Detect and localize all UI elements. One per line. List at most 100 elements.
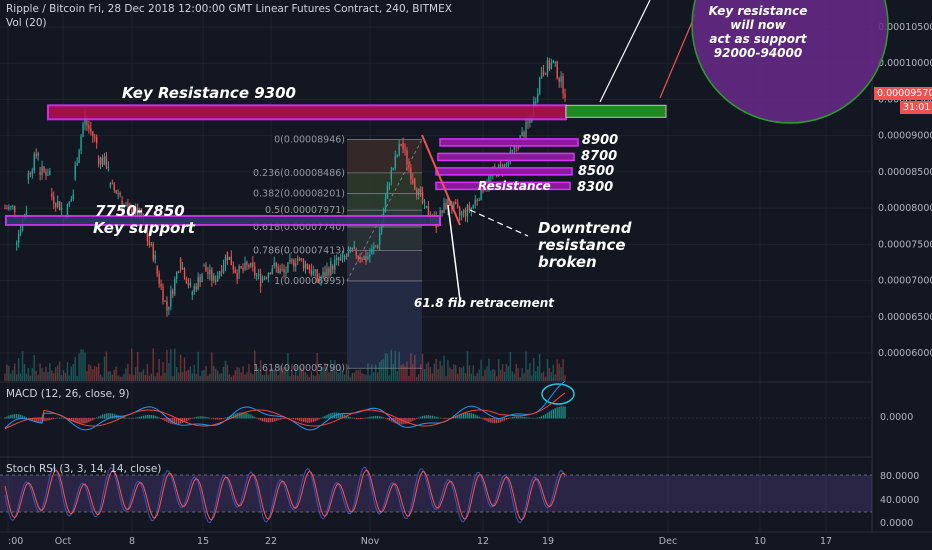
volume-bar [503, 371, 506, 381]
volume-bar [123, 373, 125, 381]
candle-body [304, 264, 307, 269]
volume-bar [101, 376, 104, 381]
volume-bar [60, 374, 63, 381]
volume-bar [109, 371, 112, 381]
volume-bar [199, 376, 201, 381]
volume-bar [49, 363, 51, 381]
volume-bar [318, 374, 320, 381]
time-tick-label: 19 [542, 536, 554, 547]
volume-bar [445, 376, 447, 381]
candle-body [148, 241, 151, 245]
macd-histogram-bar [164, 418, 166, 422]
volume-bar [31, 367, 33, 381]
candle-body [289, 259, 291, 263]
volume-bar [185, 371, 188, 381]
macd-histogram-bar [37, 418, 39, 423]
candle-body [189, 282, 192, 286]
candle-body [535, 101, 537, 103]
candle-body [166, 300, 168, 311]
candle-body [121, 200, 123, 209]
volume-bar [531, 375, 533, 381]
volume-bar [195, 373, 197, 381]
candle-body [371, 248, 373, 255]
macd-histogram-bar [314, 418, 316, 422]
volume-bar [533, 357, 535, 381]
macd-histogram-bar [328, 413, 330, 419]
candle-body [291, 259, 293, 261]
macd-histogram-bar [410, 418, 412, 422]
macd-histogram-bar [300, 418, 303, 422]
macd-histogram-bar [517, 416, 519, 419]
volume-bar [312, 374, 314, 381]
macd-histogram-bar [320, 417, 322, 419]
candle-body [236, 272, 238, 280]
level-box [437, 152, 575, 162]
candle-body [25, 211, 28, 217]
macd-histogram-bar [215, 418, 217, 420]
candle-body [66, 204, 69, 219]
candle-body [240, 266, 242, 269]
macd-histogram-bar [441, 418, 443, 419]
volume-bar [513, 373, 515, 381]
macd-cross-circle [541, 383, 575, 405]
candle-body [181, 268, 184, 270]
candle-body [195, 286, 197, 290]
macd-histogram-bar [16, 414, 18, 419]
volume-bar [412, 364, 414, 381]
candle-body [14, 205, 16, 213]
volume-bar [70, 366, 73, 381]
volume-bar [277, 375, 279, 381]
candle-body [82, 124, 84, 137]
macd-histogram-bar [353, 418, 355, 419]
candle-body [310, 269, 313, 275]
volume-bar [521, 368, 523, 381]
volume-bar [347, 365, 350, 381]
annotation-lines [421, 0, 696, 405]
candle-body [45, 171, 47, 176]
macd-histogram-bar [99, 415, 102, 419]
fib-level-label: 0.5(0.00007971) [265, 205, 345, 216]
volume-bar [509, 351, 512, 381]
volume-bar [560, 367, 562, 381]
macd-histogram-bar [256, 418, 258, 419]
volume-bar [252, 374, 254, 381]
volume-bar [133, 374, 135, 381]
volume-bar [275, 369, 277, 381]
volume-bar [25, 373, 28, 381]
candle-body [349, 247, 352, 253]
price-tick-label: 0.00007500 [878, 239, 932, 250]
volume-bar [470, 373, 473, 381]
volume-bar [476, 373, 478, 381]
volume-bar [203, 370, 205, 381]
macd-histogram-bar [492, 418, 494, 424]
volume-bar [517, 368, 519, 381]
volume-bar [80, 349, 82, 381]
volume-bar [427, 361, 430, 381]
macd-histogram-bar [133, 417, 135, 419]
macd-histogram-bar [39, 418, 41, 424]
macd-histogram-bar [339, 413, 342, 419]
macd-histogram-bar [152, 415, 154, 419]
volume-bar [511, 371, 514, 381]
macd-histogram-bar [257, 418, 260, 420]
candle-body [222, 265, 225, 273]
macd-tick-label: 0.0000 [880, 412, 913, 423]
volume-bar [287, 353, 289, 381]
macd-histogram-bar [96, 417, 98, 419]
macd-histogram-bar [209, 417, 211, 419]
macd-histogram-bar [160, 418, 162, 419]
macd-histogram-bar [277, 418, 279, 421]
candle-body [478, 199, 480, 201]
time-tick-label: 12 [477, 536, 489, 547]
volume-bar [556, 359, 558, 381]
volume-bar [103, 356, 106, 381]
macd-histogram-bar [466, 412, 469, 419]
volume-bar [90, 365, 92, 381]
macd-histogram-bar [324, 415, 326, 419]
candle-body [172, 290, 174, 295]
candle-body [474, 199, 476, 205]
candle-body [267, 272, 270, 278]
macd-histogram-bar [468, 412, 471, 419]
macd-histogram-bar [238, 412, 240, 419]
